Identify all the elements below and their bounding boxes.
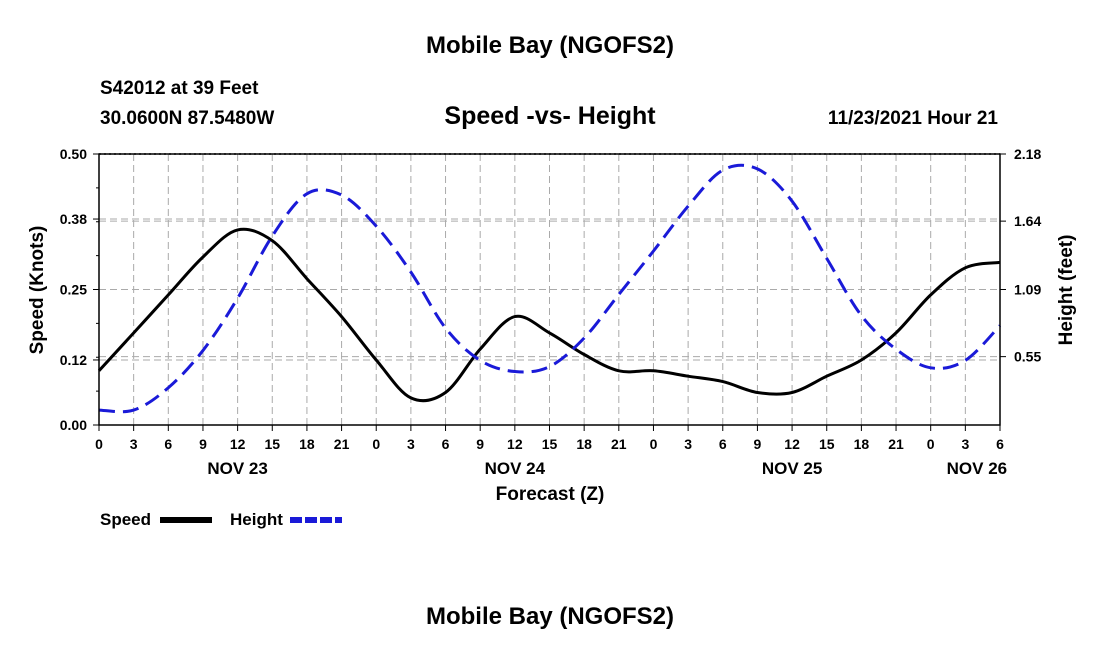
x-tick-label: 18	[854, 436, 870, 452]
day-label: NOV 24	[485, 459, 546, 478]
x-tick-label: 6	[719, 436, 727, 452]
x-tick-label: 12	[230, 436, 246, 452]
x-tick-label: 21	[334, 436, 350, 452]
x-tick-label: 3	[961, 436, 969, 452]
page-title: Mobile Bay (NGOFS2)	[426, 32, 674, 59]
y-tick-label: 0.38	[60, 211, 87, 227]
y-tick-label: 0.00	[60, 417, 87, 433]
x-tick-label: 21	[611, 436, 627, 452]
axis-ticks: 0 3 6 9 12 15 18 21 0 3 6 9 12 15 18 21 0 3 6 9 12 15 18 21 0 3 6 N…	[60, 146, 1042, 478]
x-tick-label: 0	[927, 436, 935, 452]
x-tick-label: 9	[754, 436, 762, 452]
x-axis-title: Forecast (Z)	[496, 484, 605, 505]
x-tick-label: 15	[542, 436, 558, 452]
y2-tick-label: 0.55	[1014, 349, 1041, 365]
station-label: S42012 at 39 Feet	[100, 78, 259, 99]
x-tick-label: 6	[442, 436, 450, 452]
chart-title: Speed -vs- Height	[444, 102, 656, 130]
x-tick-label: 15	[819, 436, 835, 452]
x-tick-label: 6	[164, 436, 172, 452]
day-label: NOV 23	[207, 459, 267, 478]
x-tick-label: 3	[407, 436, 415, 452]
y2-tick-label: 2.18	[1014, 146, 1041, 162]
grid-lines	[99, 154, 1000, 425]
y2-axis-title: Height (feet)	[1056, 235, 1077, 346]
x-tick-label: 18	[299, 436, 315, 452]
y-tick-label: 0.25	[60, 282, 87, 298]
x-tick-label: 12	[507, 436, 523, 452]
x-tick-label: 0	[95, 436, 103, 452]
legend-height-label: Height	[230, 510, 283, 529]
x-tick-label: 9	[476, 436, 484, 452]
x-tick-label: 3	[130, 436, 138, 452]
y2-tick-label: 1.09	[1014, 282, 1041, 298]
y2-tick-label: 1.64	[1014, 213, 1041, 229]
series-lines	[97, 163, 1002, 414]
y-axis-title: Speed (Knots)	[27, 226, 48, 355]
y-tick-label: 0.50	[60, 146, 87, 162]
x-tick-label: 0	[372, 436, 380, 452]
x-tick-label: 15	[264, 436, 280, 452]
legend-speed-label: Speed	[100, 510, 151, 529]
day-label: NOV 26	[947, 459, 1007, 478]
day-label: NOV 25	[762, 459, 822, 478]
coordinates-label: 30.0600N 87.5480W	[100, 108, 274, 129]
x-tick-label: 6	[996, 436, 1004, 452]
x-tick-label: 3	[684, 436, 692, 452]
x-tick-label: 9	[199, 436, 207, 452]
legend: Speed Height	[100, 510, 342, 529]
x-tick-label: 21	[888, 436, 904, 452]
x-tick-label: 0	[650, 436, 658, 452]
timestamp-label: 11/23/2021 Hour 21	[828, 108, 998, 129]
x-tick-label: 12	[784, 436, 800, 452]
x-tick-label: 18	[576, 436, 592, 452]
footer-title: Mobile Bay (NGOFS2)	[426, 603, 674, 630]
speed-series-line	[97, 227, 1001, 403]
y-tick-label: 0.12	[60, 352, 87, 368]
